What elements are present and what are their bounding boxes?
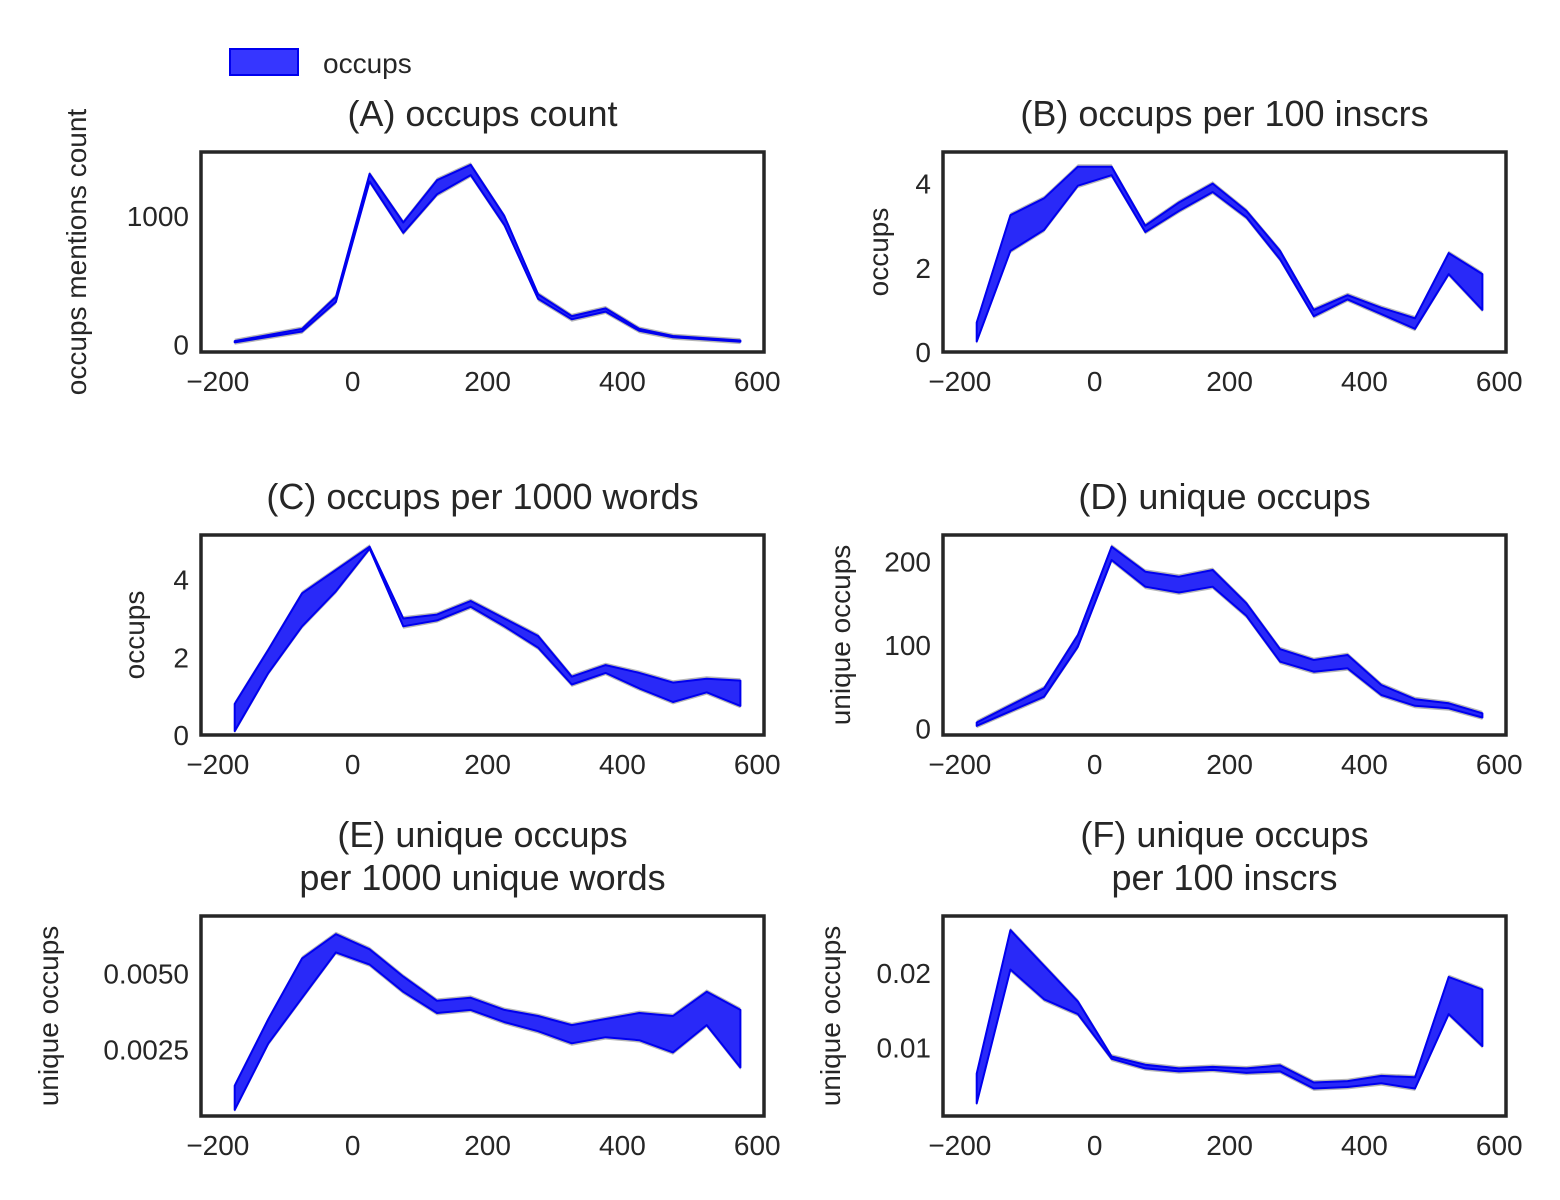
y-tick-label: 0.0050 bbox=[103, 959, 189, 990]
x-tick-label: 600 bbox=[1476, 366, 1523, 397]
x-tick-label: 200 bbox=[464, 749, 511, 780]
x-tick-label: 600 bbox=[1476, 1130, 1523, 1161]
x-tick-label: 200 bbox=[1206, 1130, 1253, 1161]
x-tick-label: −200 bbox=[186, 749, 249, 780]
axes-frame bbox=[199, 533, 766, 737]
panels: (A) occups count−200 0 200 400 60001000occup… bbox=[33, 93, 1523, 1161]
x-tick-label: 400 bbox=[1341, 1130, 1388, 1161]
y-tick-label: 2 bbox=[915, 253, 931, 284]
y-axis-label: occups bbox=[863, 208, 894, 297]
y-tick-label: 0 bbox=[173, 329, 189, 360]
y-tick-label: 200 bbox=[884, 547, 931, 578]
series-ci-band bbox=[234, 544, 741, 734]
axes-frame bbox=[941, 533, 1508, 737]
x-tick-label: 0 bbox=[1087, 749, 1103, 780]
x-tick-label: 200 bbox=[1206, 366, 1253, 397]
legend-swatch bbox=[229, 48, 299, 76]
x-tick-label: −200 bbox=[186, 1130, 249, 1161]
y-axis-label: unique occups bbox=[33, 926, 64, 1107]
series-band-occups bbox=[233, 933, 742, 1111]
x-tick-label: −200 bbox=[928, 749, 991, 780]
x-tick-label: 400 bbox=[1341, 749, 1388, 780]
panel-a: (A) occups count −200 0 200 400 600 0 1000 occup… bbox=[61, 93, 781, 397]
panel-title: per 100 inscrs bbox=[1111, 857, 1337, 898]
y-axis-label: unique occups bbox=[825, 545, 856, 726]
x-tick-label: 200 bbox=[1206, 749, 1253, 780]
series-band-occups bbox=[975, 165, 1484, 343]
x-tick-label: 0 bbox=[345, 1130, 361, 1161]
x-tick-label: 400 bbox=[599, 1130, 646, 1161]
y-tick-label: 0.0025 bbox=[103, 1034, 189, 1065]
y-tick-label: 0 bbox=[915, 713, 931, 744]
panel-c: (C) occups per 1000 words−200 0 200 400 6000… bbox=[119, 476, 781, 780]
y-axis-label: occups bbox=[119, 591, 150, 680]
panel-title: (F) unique occups bbox=[1080, 814, 1368, 855]
panel-title: (C) occups per 1000 words bbox=[266, 476, 698, 517]
panel-title: (E) unique occups bbox=[337, 814, 627, 855]
x-tick-label: −200 bbox=[186, 366, 249, 397]
x-tick-label: 0 bbox=[1087, 366, 1103, 397]
x-tick-label: 600 bbox=[734, 366, 781, 397]
x-tick-label: 0 bbox=[345, 749, 361, 780]
y-tick-label: 0.02 bbox=[877, 958, 932, 989]
y-tick-label: 0.01 bbox=[877, 1033, 932, 1064]
y-axis-label: occups mentions count bbox=[61, 109, 92, 396]
series-band-occups bbox=[975, 545, 1484, 727]
panel-b: (B) occups per 100 inscrs−200 0 200 400 6000… bbox=[863, 93, 1523, 397]
series-band-occups bbox=[975, 929, 1484, 1105]
axes-frame bbox=[941, 914, 1508, 1118]
axes-frame bbox=[199, 914, 766, 1118]
y-tick-label: 2 bbox=[173, 642, 189, 673]
y-tick-label: 0 bbox=[915, 337, 931, 368]
y-tick-label: 4 bbox=[915, 169, 931, 200]
panel-title: per 1000 unique words bbox=[299, 857, 665, 898]
series-band-occups bbox=[233, 163, 742, 344]
x-tick-label: 0 bbox=[345, 366, 361, 397]
y-tick-label: 1000 bbox=[127, 201, 189, 232]
x-tick-label: 200 bbox=[464, 366, 511, 397]
panel-title: (B) occups per 100 inscrs bbox=[1020, 93, 1428, 134]
x-tick-label: 600 bbox=[734, 749, 781, 780]
y-tick-label: 4 bbox=[173, 565, 189, 596]
y-axis-label: unique occups bbox=[815, 926, 846, 1107]
x-tick-label: −200 bbox=[928, 366, 991, 397]
panel-title: (A) occups count bbox=[347, 93, 617, 134]
x-tick-label: −200 bbox=[928, 1130, 991, 1161]
panel-title: (D) unique occups bbox=[1078, 476, 1370, 517]
x-tick-label: 600 bbox=[1476, 749, 1523, 780]
y-tick-label: 100 bbox=[884, 630, 931, 661]
x-tick-label: 400 bbox=[599, 749, 646, 780]
x-tick-label: 0 bbox=[1087, 1130, 1103, 1161]
legend-label: occups bbox=[323, 48, 412, 79]
y-tick-label: 0 bbox=[173, 720, 189, 751]
axes-frame bbox=[941, 150, 1508, 354]
series-band-occups bbox=[233, 545, 742, 733]
panel-d: (D) unique occups −200 0 200 400 600 0 100 200 un… bbox=[825, 476, 1523, 780]
x-tick-label: 400 bbox=[1341, 366, 1388, 397]
x-tick-label: 600 bbox=[734, 1130, 781, 1161]
axes-frame bbox=[199, 150, 766, 354]
x-tick-label: 400 bbox=[599, 366, 646, 397]
x-tick-label: 200 bbox=[464, 1130, 511, 1161]
legend: occups bbox=[229, 48, 412, 79]
